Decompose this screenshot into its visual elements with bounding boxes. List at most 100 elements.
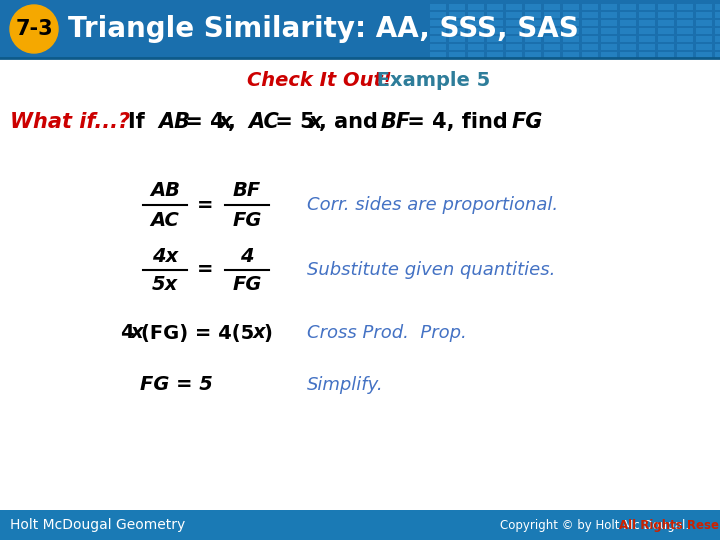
Text: AB: AB bbox=[158, 112, 190, 132]
Text: ,: , bbox=[228, 112, 243, 132]
Bar bbox=[658, 44, 674, 50]
Bar bbox=[449, 44, 465, 50]
Bar bbox=[696, 20, 712, 26]
Bar bbox=[696, 52, 712, 58]
Text: x: x bbox=[131, 323, 143, 342]
Bar bbox=[658, 28, 674, 34]
Bar bbox=[677, 44, 693, 50]
Bar bbox=[696, 4, 712, 10]
Bar bbox=[677, 28, 693, 34]
Bar bbox=[468, 4, 484, 10]
Bar bbox=[582, 52, 598, 58]
Text: FG = 5: FG = 5 bbox=[140, 375, 213, 395]
Bar bbox=[525, 20, 541, 26]
Text: Simplify.: Simplify. bbox=[307, 376, 384, 394]
Text: Triangle Similarity: AA, SSS, SAS: Triangle Similarity: AA, SSS, SAS bbox=[68, 15, 579, 43]
Bar bbox=[525, 4, 541, 10]
Circle shape bbox=[10, 5, 58, 53]
Bar bbox=[487, 52, 503, 58]
Bar bbox=[639, 12, 655, 18]
Bar bbox=[506, 52, 522, 58]
Bar bbox=[525, 52, 541, 58]
Bar bbox=[430, 28, 446, 34]
Bar bbox=[696, 36, 712, 42]
Text: Corr. sides are proportional.: Corr. sides are proportional. bbox=[307, 196, 558, 214]
Bar bbox=[639, 4, 655, 10]
Bar bbox=[582, 20, 598, 26]
Text: AB: AB bbox=[150, 181, 180, 200]
Bar bbox=[430, 20, 446, 26]
Bar bbox=[525, 28, 541, 34]
Bar bbox=[544, 36, 560, 42]
Text: Example 5: Example 5 bbox=[370, 71, 490, 90]
Bar bbox=[544, 44, 560, 50]
Bar bbox=[449, 36, 465, 42]
Text: = 5: = 5 bbox=[269, 112, 315, 132]
Bar bbox=[449, 28, 465, 34]
Bar bbox=[677, 20, 693, 26]
Bar bbox=[563, 12, 579, 18]
Bar bbox=[620, 36, 636, 42]
Text: FG: FG bbox=[233, 211, 261, 229]
Bar bbox=[563, 36, 579, 42]
Bar bbox=[544, 4, 560, 10]
Bar bbox=[696, 28, 712, 34]
Bar bbox=[658, 36, 674, 42]
Bar bbox=[468, 12, 484, 18]
Bar bbox=[563, 44, 579, 50]
Text: .: . bbox=[531, 112, 539, 132]
Bar bbox=[601, 52, 617, 58]
Text: ): ) bbox=[263, 323, 272, 342]
Bar bbox=[715, 52, 720, 58]
Bar bbox=[601, 4, 617, 10]
Bar bbox=[430, 36, 446, 42]
Bar bbox=[468, 28, 484, 34]
Bar bbox=[677, 4, 693, 10]
Bar bbox=[696, 12, 712, 18]
Bar bbox=[506, 4, 522, 10]
Bar bbox=[696, 44, 712, 50]
Bar bbox=[487, 28, 503, 34]
Bar bbox=[506, 12, 522, 18]
Bar bbox=[544, 52, 560, 58]
Bar bbox=[658, 52, 674, 58]
Text: Copyright © by Holt Mc Dougal.: Copyright © by Holt Mc Dougal. bbox=[500, 518, 693, 531]
Text: 4: 4 bbox=[120, 323, 134, 342]
Bar bbox=[506, 20, 522, 26]
Bar bbox=[639, 28, 655, 34]
Bar bbox=[639, 52, 655, 58]
Bar bbox=[658, 12, 674, 18]
Bar bbox=[487, 36, 503, 42]
Bar bbox=[582, 28, 598, 34]
Bar bbox=[582, 4, 598, 10]
Bar bbox=[715, 28, 720, 34]
Text: 4x: 4x bbox=[152, 246, 178, 266]
Text: What if...?: What if...? bbox=[10, 112, 138, 132]
Bar bbox=[506, 28, 522, 34]
Text: FG: FG bbox=[512, 112, 544, 132]
Bar bbox=[639, 36, 655, 42]
Text: = 4, find: = 4, find bbox=[400, 112, 515, 132]
Bar bbox=[506, 36, 522, 42]
Text: AC: AC bbox=[249, 112, 279, 132]
Bar bbox=[449, 4, 465, 10]
Bar bbox=[487, 44, 503, 50]
Bar bbox=[544, 28, 560, 34]
Bar bbox=[525, 44, 541, 50]
Text: , and: , and bbox=[319, 112, 385, 132]
Bar bbox=[677, 36, 693, 42]
Bar bbox=[430, 12, 446, 18]
Bar bbox=[582, 36, 598, 42]
Text: x: x bbox=[309, 112, 323, 132]
Bar bbox=[639, 20, 655, 26]
Bar bbox=[487, 20, 503, 26]
Bar bbox=[658, 4, 674, 10]
Text: =: = bbox=[197, 195, 213, 214]
Bar bbox=[715, 12, 720, 18]
Bar bbox=[620, 52, 636, 58]
Bar bbox=[430, 44, 446, 50]
Bar bbox=[601, 28, 617, 34]
Bar bbox=[677, 52, 693, 58]
Bar bbox=[506, 44, 522, 50]
Bar bbox=[0, 510, 720, 540]
